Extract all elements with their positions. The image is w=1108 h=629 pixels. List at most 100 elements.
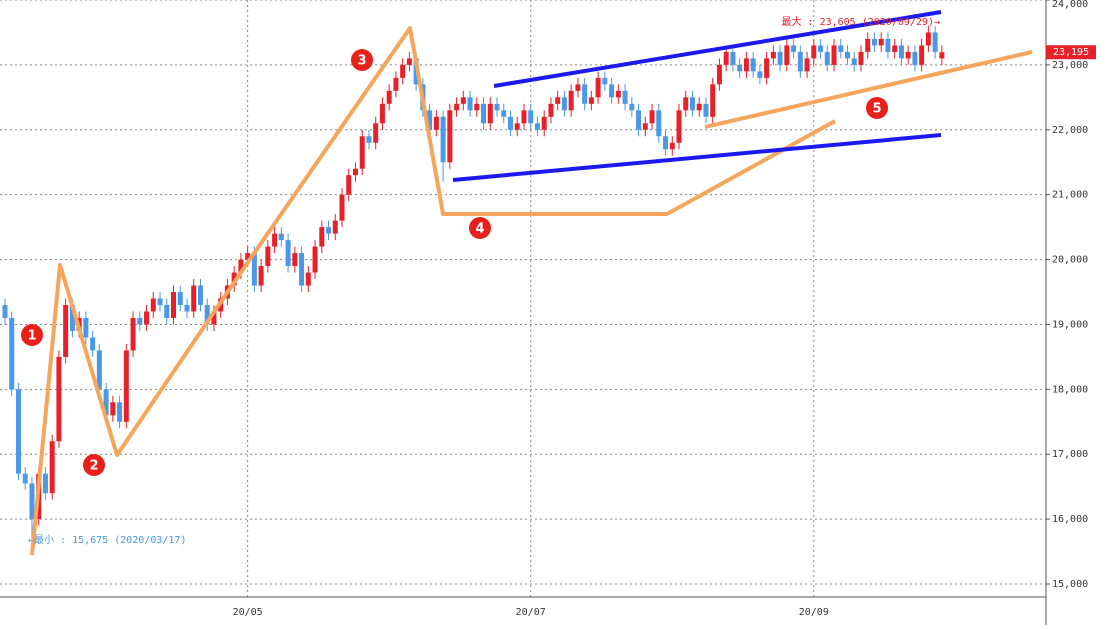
candle-body [683,97,689,111]
candle-body [919,45,925,65]
candle-body [177,292,183,305]
candle-body [784,45,790,65]
candle-body [541,116,547,130]
candle-body [251,253,257,286]
candle-body [326,227,332,234]
candle-body [669,142,675,150]
y-tick-label: 23,000 [1052,60,1088,71]
candle-body [534,123,540,130]
candle-body [56,356,62,442]
marker-number: 5 [872,102,881,117]
candle-body [460,97,466,104]
candle-body [305,272,311,286]
candle-body [811,45,817,59]
candle-body [238,259,244,273]
candle-body [878,38,884,46]
candle-body [818,45,824,52]
candle-body [582,84,588,104]
candle-body [770,51,776,59]
candle-body [609,84,615,98]
marker-circle [469,217,491,239]
candle-body [885,38,891,52]
candle-body [615,90,621,98]
candle-body [595,77,601,98]
candle-body [191,285,197,312]
drawings [30,10,1033,556]
candle-body [925,32,931,46]
candle-body [561,97,567,111]
candle-body [555,97,561,104]
candle-body [258,266,264,286]
candle-body [265,246,271,267]
candle-body [406,58,412,65]
candle-body [716,64,722,85]
candle-body [447,110,453,163]
marker-circle [866,97,888,119]
channel-lower [452,133,942,182]
y-tick-label: 19,000 [1052,319,1088,330]
candle-body [69,304,75,331]
y-tick-label: 18,000 [1052,384,1088,395]
candle-body [865,38,871,52]
candle-body [379,103,385,124]
y-tick-label: 22,000 [1052,125,1088,136]
marker-number: 4 [475,222,484,237]
candle-body [636,110,642,130]
candle-body [656,110,662,137]
candle-body [2,304,8,318]
candle-body [501,110,507,117]
candle-body [352,168,358,176]
support-line [704,50,1033,129]
y-tick-label: 17,000 [1052,449,1088,460]
candle-body [898,45,904,59]
candle-body [723,51,729,65]
candle-body [804,58,810,72]
candle-body [508,116,513,130]
current-price-box [1046,45,1096,60]
y-tick-label: 16,000 [1052,514,1088,525]
candle-body [932,32,938,52]
candle-body [514,123,520,130]
candle-body [312,246,318,273]
candle-body [433,116,439,130]
wave-line [30,26,836,556]
candle-body [689,97,695,111]
candle-body [359,136,365,169]
x-tick-label: 20/07 [516,607,546,618]
candle-body [278,233,284,241]
candle-body [49,441,55,494]
candle-body [42,473,48,494]
candle-body [642,123,648,130]
candle-body [427,110,433,130]
candle-body [22,473,28,484]
candle-body [487,103,493,124]
candle-body [319,227,325,247]
candle-body [871,38,877,46]
candle-body [481,103,487,124]
candle-body [211,311,217,325]
candle-body [629,103,635,111]
y-tick-label: 24,000 [1052,0,1088,10]
x-tick-label: 20/05 [233,607,263,618]
candle-body [764,58,770,78]
y-tick-label: 21,000 [1052,190,1088,201]
candle-body [467,97,473,111]
min-annotation: ←最小 : 15,675 (2020/03/17) [28,534,186,546]
candle-body [366,136,372,143]
current-price-label: 23,195 [1053,47,1089,58]
candle-body [575,84,581,91]
candle-body [63,304,69,357]
candle-body [912,51,918,65]
candle-body [110,402,116,416]
candle-body [622,90,628,104]
candle-body [858,51,864,65]
y-tick-label: 15,000 [1052,579,1088,590]
candle-body [737,64,743,72]
candle-body [710,84,716,117]
candle-body [797,51,803,72]
candle-body [454,103,460,111]
marker-number: 3 [357,54,366,69]
candle-body [393,77,399,91]
candle-body [663,136,669,150]
candle-body [96,350,102,390]
